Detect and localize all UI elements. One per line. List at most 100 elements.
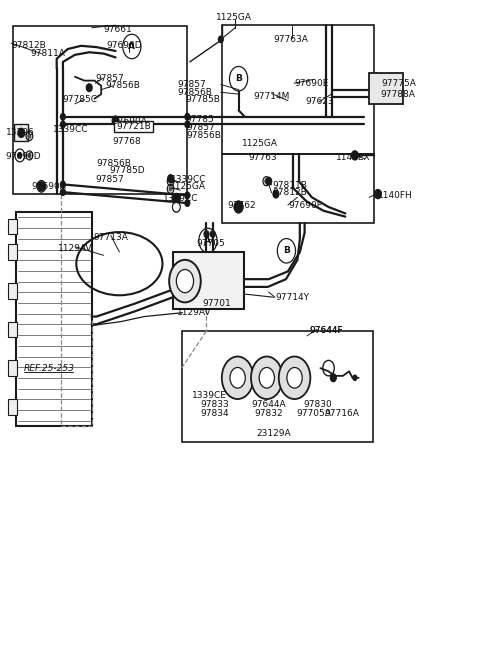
Circle shape	[279, 357, 311, 399]
Text: 97856B: 97856B	[186, 131, 221, 140]
Circle shape	[353, 375, 357, 380]
Bar	[8, 283, 17, 298]
Circle shape	[60, 114, 65, 120]
Bar	[222, 25, 373, 154]
Text: 97644F: 97644F	[309, 326, 343, 335]
Circle shape	[259, 368, 275, 388]
Text: 97830: 97830	[303, 400, 332, 409]
Text: 97623: 97623	[305, 98, 334, 107]
Circle shape	[38, 182, 45, 191]
Text: 97644F: 97644F	[309, 326, 343, 335]
Circle shape	[251, 357, 283, 399]
Text: 97812B: 97812B	[11, 41, 46, 50]
Circle shape	[18, 129, 24, 138]
Text: 97701: 97701	[203, 299, 231, 308]
Text: 97690A: 97690A	[32, 182, 67, 191]
Circle shape	[169, 179, 172, 183]
Text: 1125GA: 1125GA	[216, 13, 252, 22]
Text: 97690F: 97690F	[289, 200, 323, 209]
Bar	[173, 252, 244, 309]
Text: 97811A: 97811A	[31, 49, 66, 58]
Circle shape	[174, 203, 179, 210]
Circle shape	[185, 114, 190, 120]
Text: 97714Y: 97714Y	[276, 293, 310, 302]
Bar	[8, 322, 17, 337]
Circle shape	[218, 36, 223, 43]
Text: 97857: 97857	[178, 80, 206, 89]
Text: 97785D: 97785D	[110, 167, 145, 175]
Circle shape	[60, 189, 65, 195]
Text: A: A	[128, 42, 135, 51]
Text: 97690A: 97690A	[112, 118, 147, 127]
Text: 97661: 97661	[104, 25, 132, 34]
Text: 97832: 97832	[254, 409, 283, 418]
Bar	[8, 218, 17, 234]
Text: 97775A: 97775A	[382, 79, 417, 88]
Text: 97856B: 97856B	[96, 159, 132, 167]
Bar	[16, 212, 92, 426]
Text: 97788A: 97788A	[380, 90, 415, 99]
Text: 97705A: 97705A	[297, 409, 331, 418]
Text: 97856B: 97856B	[105, 81, 140, 90]
Text: 97763A: 97763A	[274, 35, 308, 44]
Text: 97857: 97857	[96, 176, 124, 184]
Circle shape	[351, 151, 358, 160]
Text: 1140FH: 1140FH	[378, 191, 413, 200]
Text: 97857: 97857	[96, 74, 124, 83]
Text: 1339CE: 1339CE	[192, 391, 227, 400]
Circle shape	[176, 269, 193, 293]
Circle shape	[18, 153, 22, 158]
Text: A: A	[204, 236, 211, 245]
Text: 1339CC: 1339CC	[170, 175, 206, 183]
Text: 97785C: 97785C	[62, 95, 97, 104]
Text: 97721B: 97721B	[116, 122, 151, 131]
Circle shape	[60, 181, 65, 187]
Text: 97690E: 97690E	[295, 79, 329, 88]
Bar	[222, 154, 373, 223]
Bar	[181, 331, 373, 443]
Circle shape	[287, 368, 302, 388]
Text: 97713A: 97713A	[93, 233, 128, 242]
Text: 97785: 97785	[185, 116, 214, 125]
Text: 97714M: 97714M	[253, 92, 290, 101]
Circle shape	[172, 193, 180, 203]
Circle shape	[169, 260, 201, 302]
Text: 97833: 97833	[201, 400, 229, 409]
Bar	[14, 125, 28, 141]
Circle shape	[204, 231, 209, 237]
Bar	[13, 26, 187, 194]
Text: 97785B: 97785B	[185, 96, 220, 105]
Text: 1129AV: 1129AV	[58, 244, 93, 253]
Circle shape	[28, 134, 31, 138]
Circle shape	[86, 84, 92, 92]
Circle shape	[222, 357, 253, 399]
Bar	[8, 244, 17, 260]
Text: 97768: 97768	[112, 138, 141, 147]
Circle shape	[185, 192, 190, 198]
Text: 97763: 97763	[249, 153, 277, 162]
Circle shape	[273, 190, 279, 198]
Text: 1129AV: 1129AV	[177, 308, 211, 317]
Circle shape	[60, 121, 65, 128]
Circle shape	[374, 189, 381, 198]
Text: 97716A: 97716A	[324, 409, 359, 418]
Text: 1339CC: 1339CC	[53, 125, 89, 134]
Bar	[8, 399, 17, 415]
Bar	[114, 121, 153, 132]
Text: B: B	[283, 246, 290, 255]
Circle shape	[230, 368, 245, 388]
Circle shape	[168, 174, 173, 182]
Circle shape	[28, 154, 31, 158]
Circle shape	[112, 116, 119, 125]
Bar	[369, 73, 403, 104]
Text: 23129A: 23129A	[257, 430, 291, 439]
Circle shape	[185, 121, 190, 128]
Circle shape	[185, 200, 190, 206]
Text: 97856B: 97856B	[178, 88, 213, 97]
Text: 1125GA: 1125GA	[169, 182, 205, 191]
Text: B: B	[235, 74, 242, 83]
Text: 97690D: 97690D	[5, 152, 41, 162]
Text: 13396: 13396	[5, 128, 34, 137]
Text: 97812B: 97812B	[273, 188, 307, 197]
Circle shape	[234, 201, 243, 213]
